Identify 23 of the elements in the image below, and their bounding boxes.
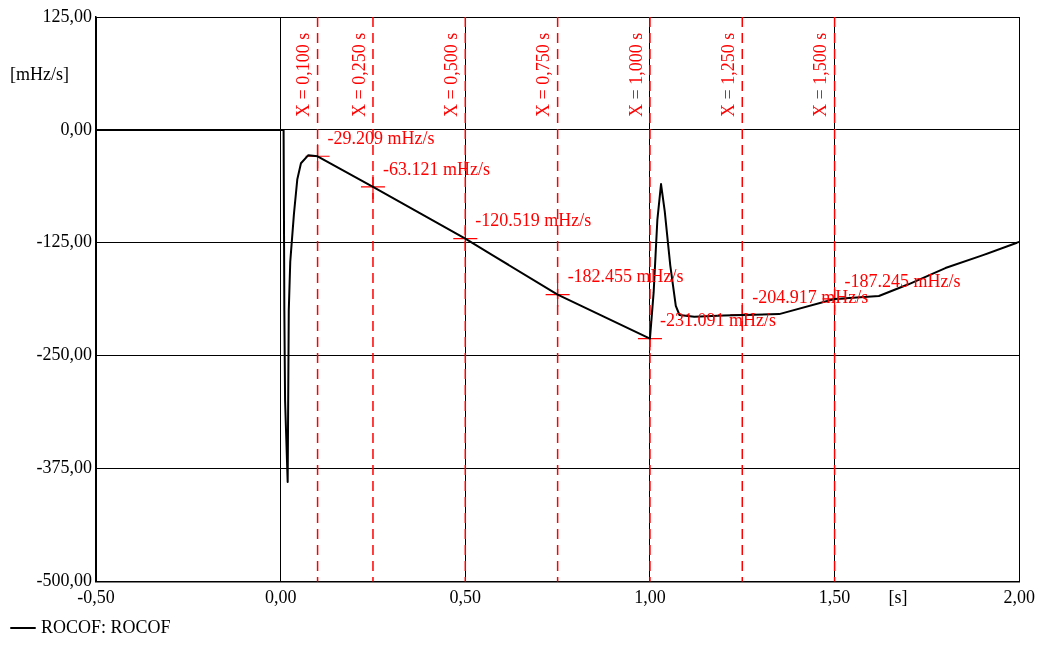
ref-line-label: X = 0,500 s (441, 32, 462, 117)
x-tick-label: 0,00 (264, 586, 297, 607)
y-tick-label: -375,00 (36, 457, 92, 478)
legend-label: ROCOF: ROCOF (41, 616, 171, 637)
x-tick-label: 0,50 (449, 586, 482, 607)
y-axis-title: [mHz/s] (10, 63, 69, 84)
y-tick-label: -125,00 (36, 231, 92, 252)
annotation: -120.519 mHz/s (475, 210, 592, 231)
ref-line-label: X = 1,000 s (625, 32, 646, 117)
ref-line-label: X = 1,500 s (810, 32, 831, 117)
ref-line-label: X = 0,250 s (348, 32, 369, 117)
annotation: -29.209 mHz/s (327, 127, 435, 148)
y-tick-label: 0,00 (60, 118, 92, 139)
x-tick-label: 1,50 (818, 586, 851, 607)
ref-line-label: X = 1,250 s (718, 32, 739, 117)
y-tick-label: 125,00 (42, 5, 92, 26)
annotation: -187.245 mHz/s (844, 270, 961, 291)
y-tick-label: -250,00 (36, 344, 92, 365)
ref-line-label: X = 0,100 s (293, 32, 314, 117)
x-axis-title: [s] (888, 587, 908, 608)
x-tick-label: 2,00 (1003, 586, 1035, 607)
ref-line-label: X = 0,750 s (533, 32, 554, 117)
x-tick-label: 1,00 (634, 586, 666, 607)
